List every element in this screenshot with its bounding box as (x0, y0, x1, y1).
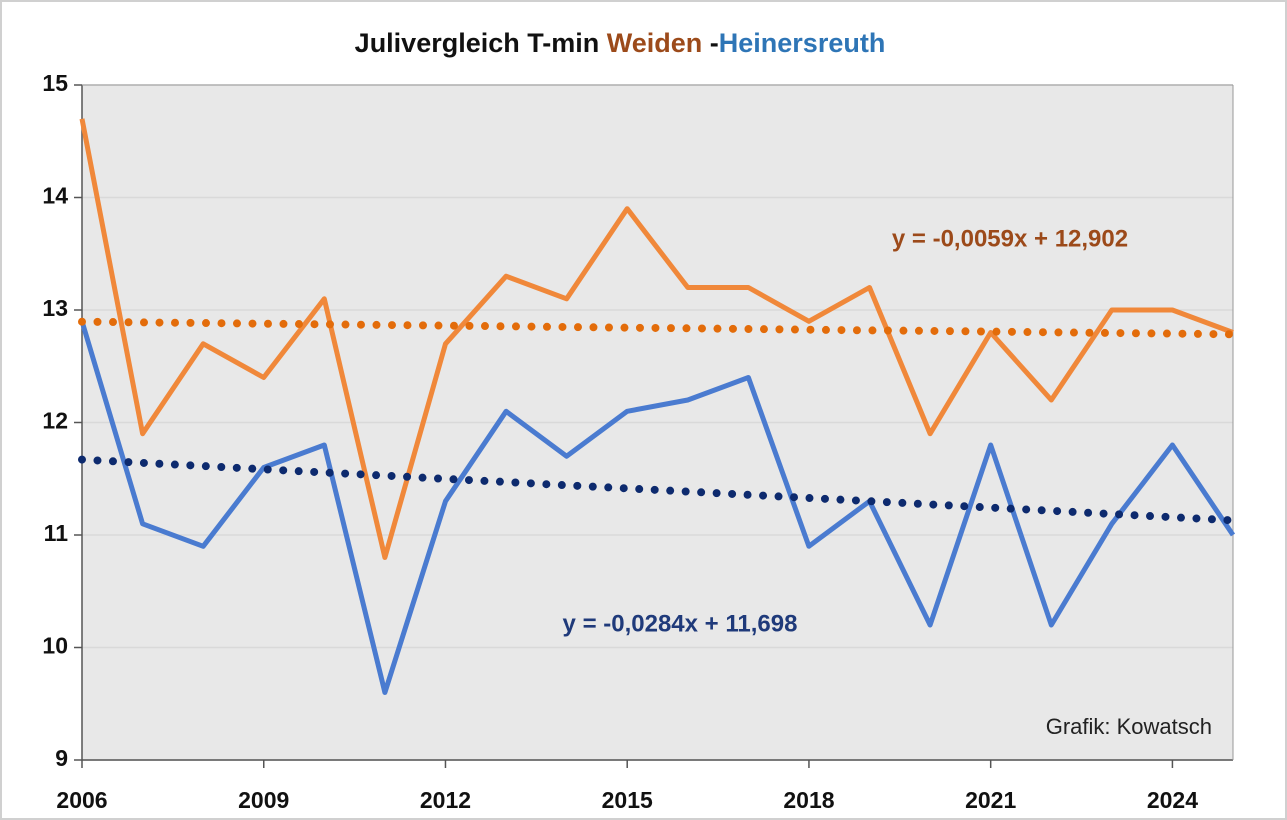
x-tick-label: 2015 (602, 787, 653, 813)
annotation: Grafik: Kowatsch (1046, 714, 1212, 739)
y-tick-label: 14 (42, 183, 68, 209)
y-tick-label: 15 (42, 70, 68, 96)
title-part: - (702, 28, 719, 58)
x-tick-label: 2024 (1147, 787, 1198, 813)
title-part: Julivergleich T-min (355, 28, 607, 58)
series-line (79, 118, 1234, 560)
trend-line (78, 317, 1237, 339)
trend-line (78, 455, 1237, 525)
title-part: Weiden (607, 28, 703, 58)
y-tick-label: 11 (44, 520, 69, 546)
y-tick-label: 10 (42, 633, 68, 659)
x-tick-label: 2006 (56, 787, 107, 813)
title-part: Heinersreuth (719, 28, 886, 58)
series-line (79, 320, 1236, 695)
y-tick-label: 12 (42, 408, 68, 434)
x-tick-label: 2009 (238, 787, 289, 813)
annotation: y = -0,0284x + 11,698 (563, 610, 798, 637)
annotation: y = -0,0059x + 12,902 (892, 225, 1128, 252)
chart-title: Julivergleich T-min Weiden -Heinersreuth (355, 28, 886, 58)
x-tick-label: 2012 (420, 787, 471, 813)
y-tick-label: 9 (55, 745, 68, 771)
y-tick-label: 13 (42, 295, 68, 321)
x-tick-label: 2018 (783, 787, 834, 813)
x-tick-label: 2021 (965, 787, 1016, 813)
